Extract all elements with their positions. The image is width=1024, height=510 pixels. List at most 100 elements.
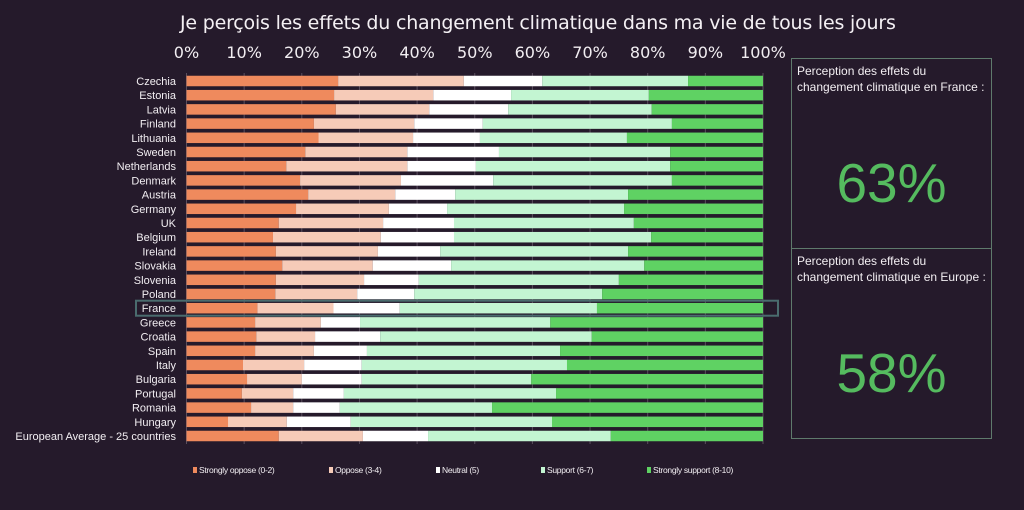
category-label: Italy [156, 360, 177, 372]
bar-segment [453, 217, 634, 229]
bar-segment [186, 175, 301, 186]
bar-segment [247, 373, 302, 385]
category-label: Romania [132, 403, 177, 415]
bar-segment [591, 331, 763, 342]
bar-segment [278, 430, 363, 442]
bar-segment [186, 104, 336, 115]
bar-segment [644, 260, 763, 271]
bar-segment [596, 302, 763, 314]
category-label: Latvia [147, 104, 177, 116]
bar-segment [361, 359, 567, 371]
legend-swatch [193, 467, 197, 473]
bar-segment [380, 331, 592, 342]
bar-segment [475, 160, 671, 172]
bar-segment [186, 274, 276, 286]
category-label: Bulgaria [136, 374, 177, 386]
category-label: UK [161, 218, 177, 230]
bar-segment [618, 274, 763, 286]
bar-segment [272, 231, 381, 243]
x-tick-label: 40% [399, 43, 435, 62]
x-axis-tick-labels: 0% 10% 20% 30% 40% 50% 60% 70% 80% 90% 100% [174, 43, 786, 62]
bar-segment [377, 246, 441, 257]
bar-segment [360, 317, 551, 328]
bar-segment [301, 373, 362, 385]
bar-segment [275, 246, 378, 257]
x-tick-label: 70% [572, 43, 608, 62]
bar-segment [671, 118, 763, 129]
x-tick-label: 20% [284, 43, 320, 62]
bar-segment [186, 146, 306, 158]
bar-segment [433, 89, 512, 101]
bar-segment [407, 146, 499, 158]
legend-label: Neutral (5) [442, 465, 479, 475]
bar-segment [339, 402, 493, 413]
bar-segment [186, 132, 319, 144]
bar-segment [286, 416, 351, 428]
x-tick-label: 60% [515, 43, 551, 62]
bar-segment [186, 246, 276, 257]
bar-segment [671, 175, 763, 186]
bar-segment [552, 416, 763, 428]
bar-segment [531, 373, 763, 385]
bar-segment [251, 402, 294, 413]
bar-segment [357, 288, 415, 300]
bar-segment [257, 302, 334, 314]
bar-segment [278, 217, 384, 229]
category-label: Lithuania [131, 133, 177, 145]
bar-segment [628, 246, 763, 257]
bar-segment [407, 160, 476, 172]
bar-segment [447, 203, 625, 215]
europe-perception-label: Perception des effets du changement clim… [797, 254, 986, 284]
bar-segment [304, 359, 362, 371]
bar-segment [624, 203, 763, 215]
bar-segment [399, 302, 597, 314]
legend-label: Strongly oppose (0-2) [199, 465, 275, 475]
bar-segment [186, 89, 335, 101]
bar-segment [648, 89, 763, 101]
bar-segment [418, 274, 619, 286]
bar-segment [414, 118, 483, 129]
category-labels: Czechia Estonia Latvia Finland Lithuania Swed… [15, 76, 177, 443]
bar-segment [550, 317, 763, 328]
bar-segment [186, 160, 287, 172]
legend-swatch [329, 467, 333, 473]
category-label: Poland [142, 289, 176, 301]
bar-segment [366, 345, 561, 357]
category-label: Slovenia [134, 275, 177, 287]
legend-label: Strongly support (8-10) [653, 465, 733, 475]
bar-segment [318, 132, 414, 144]
bar-segment [556, 388, 763, 399]
category-label: Belgium [136, 232, 176, 244]
bar-segment [414, 288, 603, 300]
bar-segment [286, 160, 408, 172]
bar-segment [186, 402, 252, 413]
legend-swatch [541, 467, 545, 473]
category-label: Ireland [142, 246, 176, 258]
bar-segment [186, 317, 256, 328]
category-label: Greece [140, 317, 176, 329]
bar-segment [275, 274, 365, 286]
bar-segment [602, 288, 763, 300]
bars [186, 75, 763, 442]
bar-segment [293, 402, 340, 413]
bar-segment [186, 430, 279, 442]
bar-segment [492, 402, 763, 413]
bar-segment [241, 388, 294, 399]
bar-segment [333, 302, 400, 314]
category-label: Germany [131, 204, 177, 216]
bar-segment [186, 302, 258, 314]
bar-segment [186, 203, 297, 215]
category-label: Austria [142, 190, 177, 202]
bar-segment [428, 430, 611, 442]
bar-segment [186, 416, 229, 428]
bar-segment [670, 146, 763, 158]
bar-segment [395, 189, 456, 200]
bar-segment [508, 104, 652, 115]
bar-segment [296, 203, 389, 215]
category-label: Estonia [139, 90, 177, 102]
bar-segment [334, 89, 434, 101]
x-tick-label: 10% [226, 43, 262, 62]
bar-segment [186, 331, 257, 342]
bar-segment [361, 373, 532, 385]
bar-segment [511, 89, 649, 101]
